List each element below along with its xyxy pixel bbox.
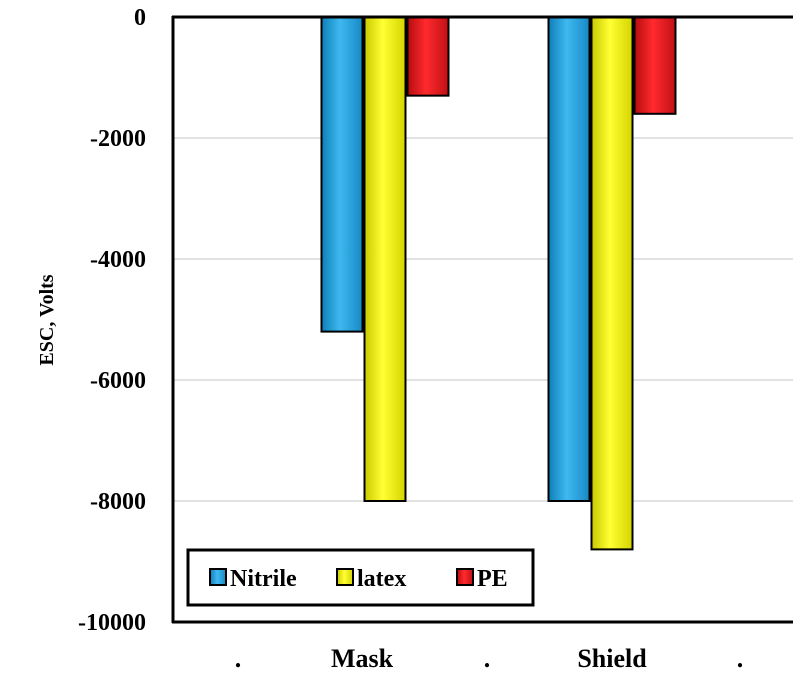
labels: 0 -2000 -4000 -6000 -8000 -10000. Mask. Shield.… [36, 5, 743, 673]
legend-box [186, 548, 535, 607]
bar-latex-mask [363, 16, 407, 502]
bars [320, 16, 677, 551]
legend-swatch-nitrile [209, 568, 227, 586]
bar-pe-mask [406, 16, 450, 97]
x-tick-label: Mask [331, 644, 394, 673]
x-tick-label: Shield [577, 644, 647, 673]
y-tick-label: -2000 [90, 126, 146, 152]
axes [171, 15, 793, 624]
legend-swatch-pe [456, 568, 474, 586]
bar-nitrile-mask [320, 16, 364, 333]
y-tick-label: -8000 [90, 489, 146, 515]
y-tick-label: -10000 [78, 610, 146, 636]
y-tick-label: -6000 [90, 368, 146, 394]
y-tick-label: 0 [134, 5, 146, 31]
bar-latex-shield [590, 16, 634, 551]
legend-swatch-latex [336, 568, 354, 586]
x-tick-label: . [235, 644, 242, 673]
x-tick-label: . [484, 644, 491, 673]
legend-label-nitrile: Nitrile [230, 566, 297, 592]
legend-label-pe: PE [477, 566, 508, 592]
legend: Nitrile latex PE [186, 548, 535, 607]
bar-nitrile-shield [547, 16, 591, 502]
y-tick-label: -4000 [90, 247, 146, 273]
bar-pe-shield [633, 16, 677, 115]
y-axis-label: ESC, Volts [36, 274, 58, 365]
legend-label-latex: latex [357, 566, 406, 592]
gridlines [173, 137, 793, 502]
x-tick-label: . [737, 644, 744, 673]
